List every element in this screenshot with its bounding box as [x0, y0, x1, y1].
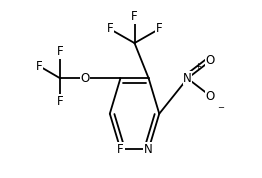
- Text: O: O: [80, 72, 90, 85]
- Text: N: N: [144, 143, 153, 156]
- Text: O: O: [206, 90, 215, 103]
- Text: F: F: [106, 22, 113, 35]
- Text: F: F: [36, 59, 42, 73]
- Text: F: F: [57, 45, 64, 58]
- Text: F: F: [57, 95, 64, 108]
- Text: F: F: [117, 143, 124, 156]
- Text: −: −: [217, 103, 225, 112]
- Text: O: O: [206, 54, 215, 67]
- Text: +: +: [194, 62, 201, 71]
- Text: F: F: [131, 10, 138, 23]
- Text: N: N: [183, 72, 192, 85]
- Text: F: F: [156, 22, 162, 35]
